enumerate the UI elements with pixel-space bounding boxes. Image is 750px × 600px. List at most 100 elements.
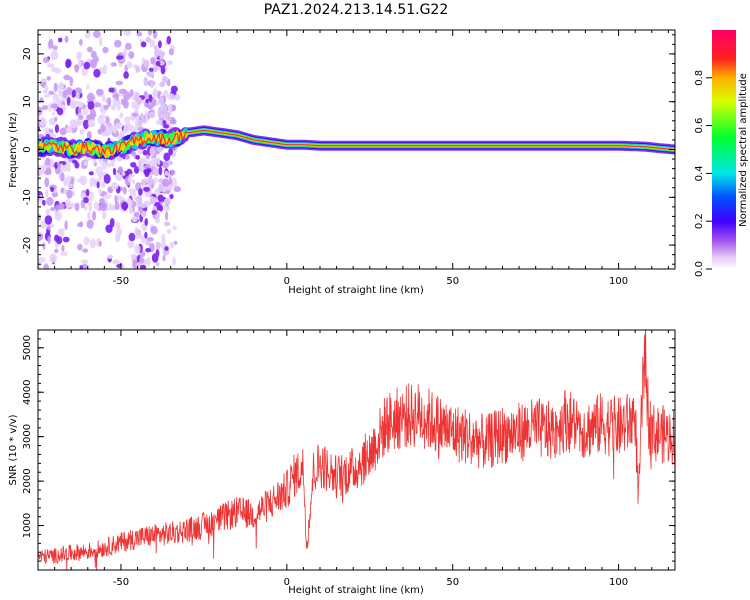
heat-blob [101,94,106,103]
heat-blob [87,100,95,111]
heat-blob [112,259,121,265]
heat-blob [63,177,68,187]
heat-blob [90,50,97,59]
heat-blob [45,208,51,216]
heat-blob [147,104,154,110]
heat-blob [137,195,143,206]
heat-blob [149,195,154,205]
colorbar-tick-label: 0.0 [694,261,705,277]
snr-xlabel: Height of straight line (km) [288,585,424,596]
snr-series-line [38,330,675,570]
heat-blob [43,263,49,269]
heat-blob [112,93,120,99]
heat-blob [153,45,158,51]
heat-blob [41,105,49,111]
heat-blob [144,110,150,120]
heat-blob [119,112,124,119]
heat-blob [42,89,48,94]
heat-blob [49,207,56,212]
heat-blob [161,178,170,187]
heat-blob [65,60,71,69]
heat-blob [170,169,176,176]
heat-blob [42,199,46,206]
heat-blob [136,96,143,106]
heat-blob [45,157,51,168]
x-tick-label: 50 [446,577,459,588]
heat-blob [143,186,150,192]
heat-blob [123,71,129,79]
heat-blob [115,157,124,162]
heat-blob [157,113,163,118]
heat-blob [174,93,181,101]
heat-blob [158,51,166,57]
heat-blob [114,200,120,211]
x-tick-label: 0 [284,276,290,287]
heat-blob [123,30,132,37]
heat-blob [138,187,143,196]
heat-blob [166,228,172,234]
heat-blob [77,101,84,109]
heat-blob [116,55,124,60]
heat-blob [54,234,60,242]
heat-blob [140,41,147,48]
heat-blob [38,213,42,221]
heat-blob [147,71,154,78]
heat-blob [159,241,166,249]
spectrogram-x-ticks: -50 0 50 100 [37,30,669,287]
heat-blob [121,171,126,177]
heat-blob [77,222,84,227]
colorbar-tick-label: 0.6 [694,118,705,134]
heat-blob [70,101,77,109]
heat-blob [158,183,162,193]
heat-blob [141,119,148,124]
heat-blob [112,167,117,176]
heat-blob [147,30,153,36]
heat-blob [74,202,80,212]
snr-plot-area [38,330,675,570]
heat-blob [107,97,111,107]
heat-blob [140,211,147,218]
heat-blob [155,241,161,251]
heat-blob [74,64,79,73]
heat-blob [144,231,148,239]
heat-blob [76,178,85,184]
heat-blob [110,181,119,191]
heat-blob [136,262,142,268]
heat-blob [148,67,155,72]
heat-blob [121,201,129,211]
heat-blob [107,186,113,193]
heat-blob [147,237,154,242]
heat-blob [50,66,59,73]
heat-blob [151,210,157,215]
heat-blob [46,75,51,81]
heat-blob [115,80,124,86]
heat-blob [143,59,150,68]
heat-blob [39,117,47,127]
heat-blob [93,201,100,211]
heat-blob [123,99,129,109]
heat-blob [163,221,171,227]
heat-blob [88,191,94,202]
heat-blob [129,89,134,97]
heat-blob [159,81,166,88]
y-tick-label: 2000 [22,468,33,493]
heat-blob [162,76,169,83]
heat-blob [143,76,149,87]
heat-blob [83,61,91,70]
heat-blob [66,163,71,173]
heat-blob [138,160,142,171]
heat-blob [160,65,166,75]
heat-blob [63,74,71,81]
y-tick-label: 5000 [22,335,33,360]
heat-blob [168,177,173,185]
heat-blob [166,35,172,45]
heat-blob [61,244,65,252]
heat-blob [100,180,106,188]
heat-blob [107,206,116,211]
y-tick-label: 4000 [22,379,33,404]
heat-blob [158,166,163,176]
heat-blob [98,188,103,195]
heat-blob [42,242,46,250]
heat-blob [150,56,157,65]
